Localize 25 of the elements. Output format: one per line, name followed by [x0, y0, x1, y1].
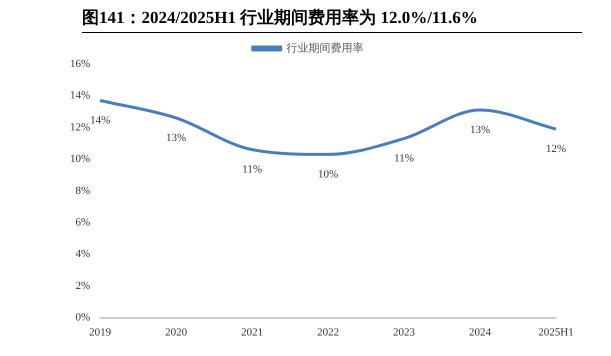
y-tick-label: 8%: [75, 184, 90, 197]
x-tick-label: 2021: [241, 326, 264, 338]
x-tick-label: 2024: [469, 326, 492, 338]
legend-label: 行业期间费用率: [286, 41, 364, 54]
y-tick-label: 10%: [70, 153, 90, 166]
y-tick-label: 0%: [75, 312, 90, 324]
y-tick-label: 12%: [70, 121, 90, 134]
data-label: 10%: [318, 168, 338, 180]
data-label: 12%: [546, 142, 566, 155]
y-tick-label: 14%: [70, 90, 90, 102]
x-tick-label: 2025H1: [538, 326, 574, 338]
x-tick-label: 2020: [165, 326, 188, 338]
y-tick-label: 4%: [75, 248, 90, 260]
y-tick-label: 16%: [70, 58, 90, 70]
data-label: 14%: [90, 114, 110, 126]
data-label: 11%: [242, 164, 262, 176]
chart-title: 图141：2024/2025H1 行业期间费用率为 12.0%/11.6%: [82, 6, 582, 33]
x-tick-label: 2023: [393, 326, 416, 338]
x-tick-label: 2022: [317, 326, 340, 338]
data-label: 11%: [394, 152, 414, 164]
x-tick-label: 2019: [89, 326, 112, 338]
data-label: 13%: [166, 132, 186, 144]
data-label: 13%: [470, 124, 490, 136]
y-tick-label: 2%: [75, 280, 90, 292]
y-tick-label: 6%: [75, 216, 90, 229]
